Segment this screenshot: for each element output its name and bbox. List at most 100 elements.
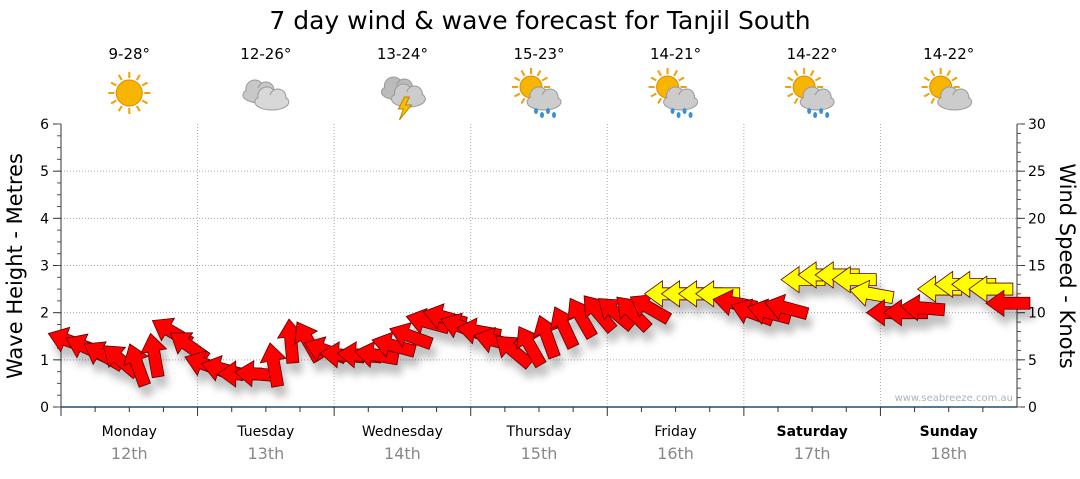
rain-drop [534, 108, 538, 114]
day-date: 15th [521, 444, 558, 463]
sun-ray [650, 76, 657, 82]
partly-cloudy-icon [921, 68, 973, 111]
wind-arrow [985, 289, 1031, 318]
rain-drop [552, 112, 556, 118]
wind-arrow [814, 261, 860, 289]
sun-ray [923, 76, 930, 82]
sun-ray [135, 74, 141, 81]
day-date: 14th [384, 444, 421, 463]
wind-arrow [140, 332, 168, 379]
day-name: Tuesday [236, 424, 294, 440]
y-tick-label: 0 [40, 400, 49, 416]
sun-ray [657, 97, 662, 104]
sun-showers-icon [785, 68, 835, 118]
day-name: Wednesday [362, 424, 443, 440]
rain-drop [813, 112, 818, 118]
y-tick-label: 1 [40, 353, 49, 369]
sun-ray [536, 70, 542, 77]
rain-drop [546, 108, 550, 114]
sun-ray [110, 99, 117, 105]
wind-arrow [371, 331, 417, 359]
watermark: www.seabreeze.com.au [895, 393, 1013, 404]
wind-arrow [516, 326, 547, 369]
wind-arrow [389, 322, 434, 350]
y-axis-label: Wave Height - Metres [3, 153, 27, 379]
sun-ray [141, 99, 148, 105]
sun-ray [135, 105, 141, 112]
storm-icon [380, 76, 426, 121]
wind-arrow [968, 275, 1014, 303]
y2-tick-label: 25 [1028, 164, 1046, 180]
sun-ray [787, 92, 794, 98]
sun-ray [678, 76, 685, 82]
rain-drop [688, 112, 693, 118]
sun-ray [520, 97, 526, 104]
rain-drop [670, 108, 675, 114]
sun-ray [814, 76, 822, 82]
sun-ray [793, 97, 799, 104]
day-temp: 13-24° [377, 45, 428, 63]
sun-ray [930, 70, 936, 77]
rain-drop [682, 108, 687, 114]
sun-ray [951, 76, 958, 82]
sun [115, 79, 143, 107]
y-tick-label: 5 [40, 164, 49, 180]
wind-arrow [695, 280, 741, 308]
cloud-part [801, 95, 834, 109]
day-date: 16th [657, 444, 694, 463]
rain-drop [825, 112, 830, 118]
sun-ray [650, 92, 657, 98]
y2-tick-label: 20 [1028, 211, 1046, 227]
day-name: Saturday [777, 424, 848, 440]
y-tick-label: 4 [40, 211, 49, 227]
y-tick-label: 6 [40, 117, 49, 133]
day-temp: 15-23° [513, 45, 564, 63]
y2-tick-label: 5 [1028, 353, 1037, 369]
sun-ray [541, 76, 548, 82]
y2-tick-label: 10 [1028, 306, 1046, 322]
wind-arrow [616, 296, 653, 334]
sunny-icon [108, 72, 151, 114]
wind-arrow [951, 270, 997, 299]
sun-ray [110, 81, 117, 87]
day-name: Thursday [505, 424, 571, 440]
sun-ray [141, 81, 148, 87]
cloud-part [938, 95, 971, 109]
lightning-bolt [397, 96, 413, 121]
day-date: 17th [794, 444, 831, 463]
rain-drop [819, 108, 824, 114]
sun-ray [514, 92, 521, 98]
cloud-part [664, 95, 697, 109]
cloudy-icon [242, 79, 290, 111]
day-temp: 12-26° [240, 45, 291, 63]
sun-ray [787, 76, 794, 82]
day-temp: 14-22° [923, 45, 974, 63]
sun-ray [673, 70, 678, 77]
day-name: Monday [102, 424, 157, 440]
wind-arrow [123, 343, 151, 388]
sun-showers-icon [512, 68, 562, 118]
y2-tick-label: 15 [1028, 259, 1046, 275]
day-temp: 14-22° [787, 45, 838, 63]
wind-arrow [831, 265, 877, 294]
wind-arrow [567, 297, 598, 340]
cloud-part [255, 95, 288, 109]
sun-ray [793, 70, 799, 77]
wind-arrow [764, 293, 810, 321]
sun-ray [657, 70, 662, 77]
wind-arrow [259, 342, 287, 388]
wind-arrow [849, 279, 895, 307]
wind-arrow [629, 294, 673, 325]
day-name: Sunday [920, 424, 978, 440]
sun-ray [520, 70, 526, 77]
wind-arrow [583, 295, 618, 334]
y-tick-label: 3 [40, 259, 49, 275]
sun-ray [117, 105, 123, 112]
y2-tick-label: 0 [1028, 400, 1037, 416]
sun-ray [923, 92, 930, 98]
sun-ray [514, 76, 521, 82]
chart-title: 7 day wind & wave forecast for Tanjil So… [269, 6, 810, 35]
day-date: 13th [247, 444, 284, 463]
wind-arrow [899, 293, 946, 322]
